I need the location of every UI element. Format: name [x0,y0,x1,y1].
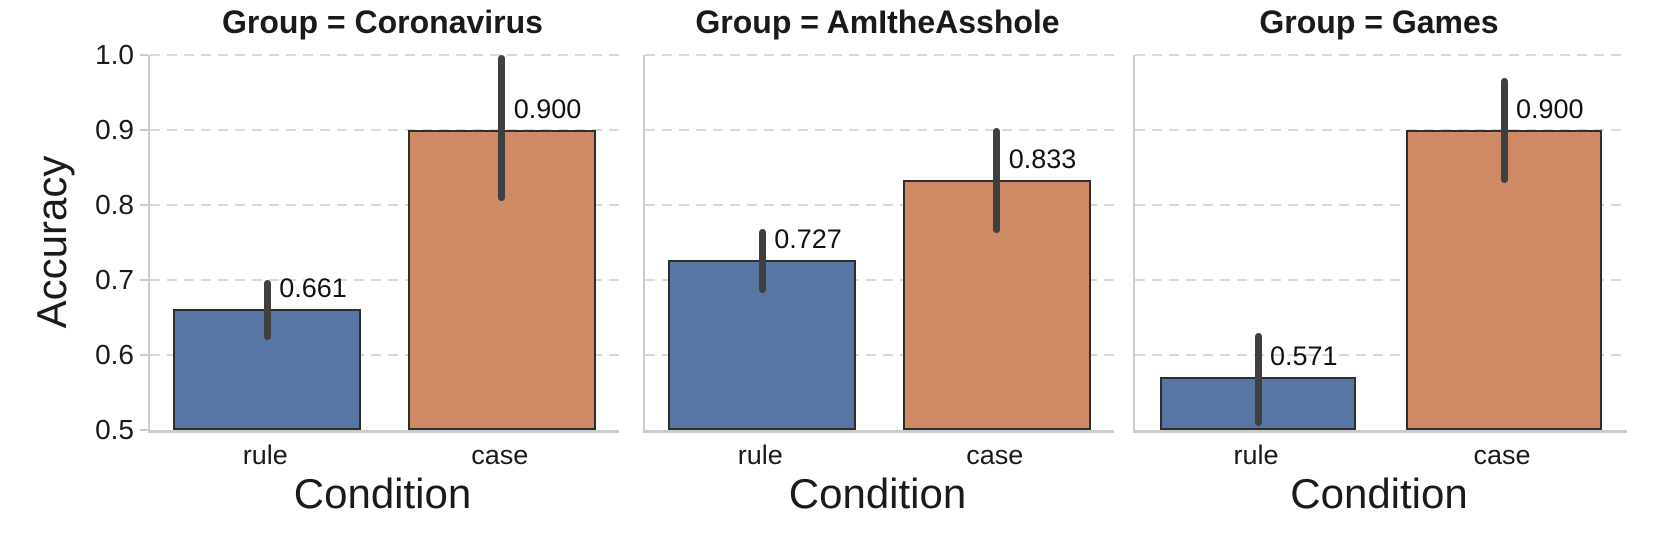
x-tick-label: rule [737,440,783,470]
y-tick-label: 0.6 [95,339,134,370]
x-tick-label: case [1473,440,1531,470]
x-axis-label: Condition [1290,470,1468,517]
gridline [645,54,1114,56]
gridline [645,354,1114,356]
facet-title: Group = Games [1259,4,1499,40]
y-tick-mark [140,129,148,131]
gridline [150,129,619,131]
gridline [150,54,619,56]
value-label: 0.900 [1516,94,1584,124]
x-tick-label: rule [242,440,288,470]
error-bar [263,280,271,340]
y-tick-mark [140,354,148,356]
error-bar [1500,78,1508,184]
bar-case [407,130,596,430]
value-label: 0.661 [279,273,347,304]
plot-area: 0.727 0.833 [643,54,1114,433]
y-tick-label: 0.8 [95,189,134,220]
x-tick-label: case [966,440,1024,470]
gridline [1135,54,1627,56]
y-axis-label: Accuracy [28,155,75,329]
gridline [1135,354,1627,356]
y-tick-label: 0.9 [95,114,134,145]
gridline [150,354,619,356]
gridline [645,129,1114,131]
value-label: 0.727 [774,223,842,254]
value-label: 0.900 [513,94,582,124]
gridline [1135,279,1627,281]
gridline [1135,129,1627,131]
error-bar [498,55,506,201]
x-axis-label: Condition [788,470,967,517]
y-tick-label: 0.7 [95,264,134,295]
facet-title: Group = AmItheAsshole [695,4,1060,40]
y-tick-label: 1.0 [95,39,134,70]
facet-title: Group = Coronavirus [222,4,543,40]
y-tick-mark [140,429,148,431]
y-tick-label: 0.5 [95,414,134,445]
gridline [150,279,619,281]
x-axis-label: Condition [293,470,472,517]
y-tick-mark [140,279,148,281]
y-tick-mark [140,204,148,206]
gridline [1135,204,1627,206]
gridline [645,279,1114,281]
error-bar [758,229,766,293]
plot-area: 0.661 0.900 [148,54,619,433]
error-bar [1254,333,1262,427]
gridline [150,204,619,206]
x-tick-label: rule [1233,440,1279,470]
gridline [645,204,1114,206]
x-tick-label: case [471,440,529,470]
value-label: 0.571 [1270,340,1338,371]
error-bar [993,127,1001,233]
value-label: 0.833 [1008,144,1077,175]
plot-area: 0.571 0.900 [1133,54,1627,433]
y-tick-mark [140,54,148,56]
